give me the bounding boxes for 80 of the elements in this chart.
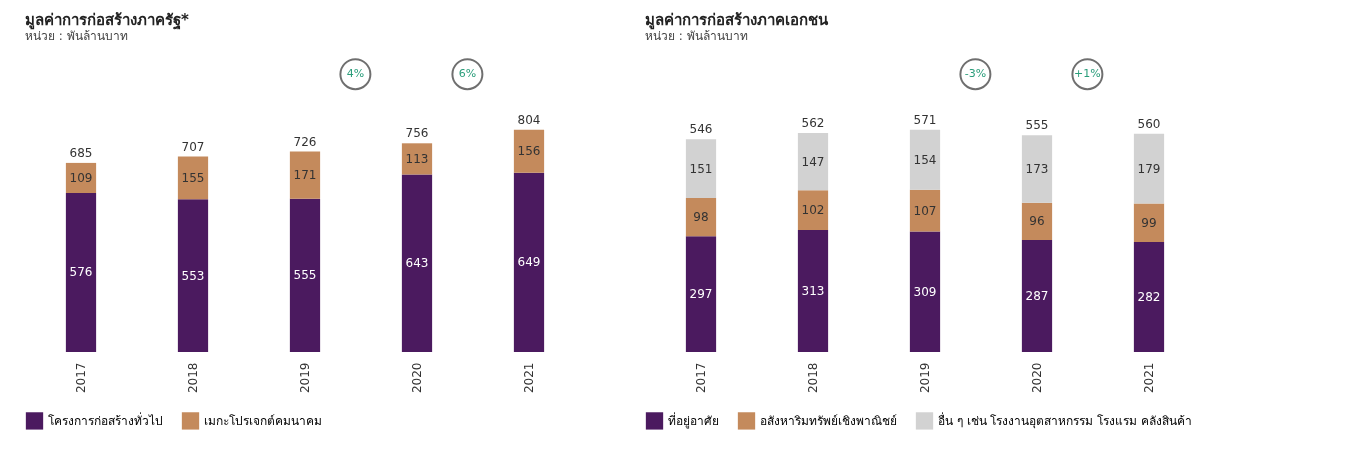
- data-label: 287: [1025, 289, 1049, 304]
- bar: [685, 236, 717, 352]
- bar: [797, 190, 829, 230]
- total-label: 562: [801, 115, 825, 130]
- legend-label: เมกะโปรเจกต์คมนาคม: [204, 413, 322, 428]
- bar: [909, 189, 941, 232]
- data-label: 643: [405, 256, 429, 271]
- total-label: 560: [1137, 116, 1161, 131]
- bar: [65, 192, 97, 352]
- data-label: 297: [689, 287, 713, 302]
- data-label: 313: [801, 283, 825, 298]
- x-tick-label: 2019: [918, 362, 932, 394]
- total-label: 756: [405, 126, 429, 141]
- bar: [1133, 242, 1165, 352]
- x-tick-label: 2019: [298, 362, 312, 394]
- data-label: 155: [181, 170, 205, 185]
- bar: [797, 229, 829, 352]
- data-label: 96: [1029, 214, 1045, 229]
- chart-title: มูลค่าการก่อสร้างภาครัฐ*: [25, 11, 189, 30]
- data-label: 113: [405, 151, 429, 166]
- bar: [1021, 202, 1053, 241]
- data-label: 282: [1137, 290, 1161, 305]
- data-label: 98: [693, 210, 709, 225]
- x-tick-label: 2021: [1142, 362, 1156, 394]
- bar: [289, 151, 321, 199]
- total-label: 546: [689, 122, 713, 137]
- bar: [685, 139, 717, 198]
- data-label: 179: [1137, 161, 1161, 176]
- total-label: 804: [517, 112, 541, 127]
- bar: [909, 231, 941, 352]
- total-label: 726: [293, 134, 317, 149]
- legend-label: อสังหาริมทรัพย์เชิงพาณิชย์: [760, 413, 897, 428]
- legend-label: อื่น ๆ เช่น โรงงานอุตสาหกรรม โรงแรม คลังสินค้า: [938, 411, 1193, 429]
- legend-label: ที่อยู่อาศัย: [668, 411, 719, 429]
- bar: [401, 174, 433, 352]
- chart-subtitle: หน่วย : พันล้านบาท: [25, 29, 128, 43]
- legend-label: โครงการก่อสร้างทั่วไป: [48, 411, 163, 428]
- data-label: 649: [517, 255, 541, 270]
- bar: [1133, 203, 1165, 243]
- x-tick-label: 2018: [186, 362, 200, 394]
- data-label: 107: [913, 203, 937, 218]
- chart-subtitle: หน่วย : พันล้านบาท: [645, 29, 748, 43]
- data-label: 154: [913, 152, 937, 167]
- bar: [1133, 133, 1165, 204]
- bar: [513, 172, 545, 352]
- bar: [177, 199, 209, 352]
- data-label: 109: [69, 170, 93, 185]
- data-label: 555: [293, 268, 317, 283]
- data-label: 156: [517, 144, 541, 159]
- bar: [1021, 135, 1053, 203]
- data-label: 151: [689, 161, 713, 176]
- text: 4%: [346, 67, 365, 81]
- data-label: 102: [801, 203, 825, 218]
- total-label: 707: [181, 139, 205, 154]
- data-label: 147: [801, 154, 825, 169]
- total-label: 571: [913, 112, 937, 127]
- text: -3%: [964, 67, 987, 81]
- x-tick-label: 2021: [522, 362, 536, 394]
- data-label: 99: [1141, 215, 1157, 230]
- data-label: 171: [293, 168, 317, 183]
- total-label: 685: [69, 145, 93, 160]
- x-tick-label: 2017: [74, 362, 88, 394]
- bar: [289, 198, 321, 352]
- text: +1%: [1074, 67, 1101, 81]
- data-label: 309: [913, 284, 937, 299]
- bar: [797, 132, 829, 191]
- data-label: 553: [181, 268, 205, 283]
- bar: [513, 129, 545, 173]
- x-tick-label: 2017: [694, 362, 708, 394]
- x-tick-label: 2018: [806, 362, 820, 394]
- chart-title: มูลค่าการก่อสร้างภาคเอกชน: [645, 11, 829, 30]
- data-label: 173: [1025, 161, 1049, 176]
- text: 6%: [458, 67, 477, 81]
- x-tick-label: 2020: [410, 362, 424, 394]
- bar: [1021, 240, 1053, 352]
- total-label: 555: [1025, 118, 1049, 133]
- bar: [909, 129, 941, 190]
- data-label: 576: [69, 265, 93, 280]
- x-tick-label: 2020: [1030, 362, 1044, 394]
- bar: [685, 198, 717, 237]
